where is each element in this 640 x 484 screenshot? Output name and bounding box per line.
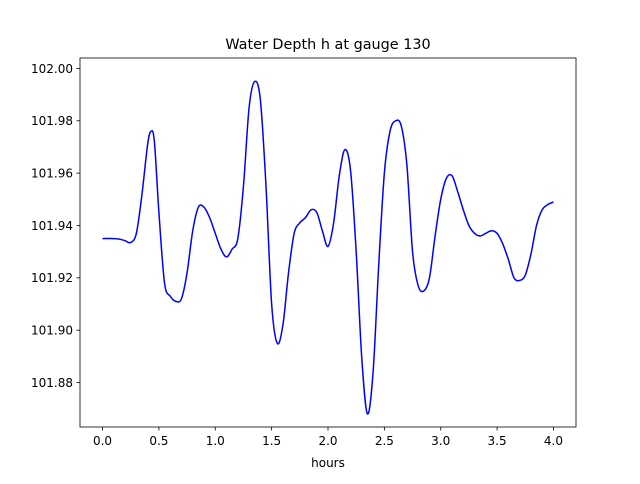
y-tick-label: 101.88 xyxy=(31,376,73,390)
y-tick-label: 101.94 xyxy=(31,219,73,233)
y-tick-label: 101.96 xyxy=(31,166,73,180)
series-line-1 xyxy=(102,80,554,415)
x-tick-label: 1.0 xyxy=(206,434,225,448)
y-axis-ticks: 101.88 101.90 101.92 101.94 101.96 101.98 102.… xyxy=(31,62,80,390)
x-tick-label: 2.5 xyxy=(375,434,394,448)
x-axis-ticks: 0.0 0.5 1.0 1.5 2.0 2.5 3.0 3.5 4.0 xyxy=(93,427,563,448)
x-tick-label: 0.0 xyxy=(93,434,112,448)
y-tick-label: 101.92 xyxy=(31,271,73,285)
x-tick-label: 0.5 xyxy=(149,434,168,448)
x-tick-label: 3.0 xyxy=(431,434,450,448)
x-tick-label: 3.5 xyxy=(488,434,507,448)
y-tick-label: 102.00 xyxy=(31,62,73,76)
x-tick-label: 4.0 xyxy=(544,434,563,448)
x-axis-label: hours xyxy=(311,456,345,470)
chart-title: Water Depth h at gauge 130 xyxy=(225,37,430,53)
x-tick-label: 1.5 xyxy=(262,434,281,448)
x-tick-label: 2.0 xyxy=(318,434,337,448)
y-tick-label: 101.90 xyxy=(31,323,73,337)
y-tick-label: 101.98 xyxy=(31,114,73,128)
